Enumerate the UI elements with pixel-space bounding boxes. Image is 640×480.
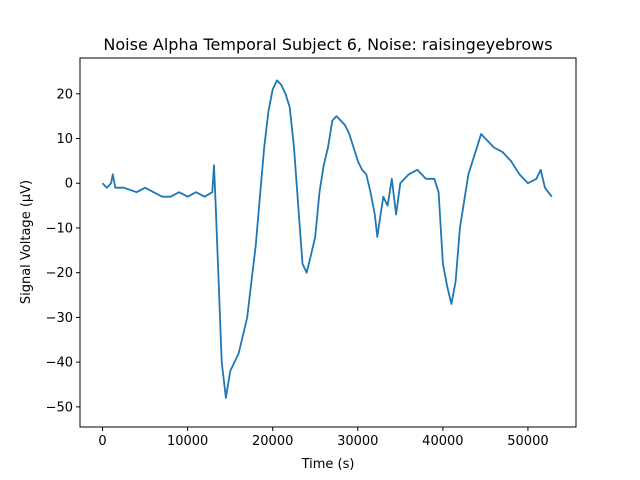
y-axis: −50 −40 −30 −20 −10 0 10 20 bbox=[46, 87, 80, 415]
x-axis-label: Time (s) bbox=[301, 457, 355, 472]
x-tick-label: 50000 bbox=[507, 434, 548, 449]
y-tick-label: −40 bbox=[46, 356, 73, 371]
series-line-0 bbox=[101, 79, 553, 399]
x-tick-label: 20000 bbox=[252, 434, 293, 449]
y-tick-label: −30 bbox=[46, 311, 73, 326]
x-tick-label: 0 bbox=[98, 434, 106, 449]
series-layer bbox=[101, 79, 553, 399]
y-tick-label: 10 bbox=[56, 132, 73, 147]
x-tick-label: 10000 bbox=[167, 434, 208, 449]
y-tick-label: 20 bbox=[56, 87, 73, 102]
chart-title: Noise Alpha Temporal Subject 6, Noise: r… bbox=[103, 35, 552, 54]
y-tick-label: −10 bbox=[46, 221, 73, 236]
y-tick-label: −20 bbox=[46, 266, 73, 281]
y-tick-label: −50 bbox=[46, 400, 73, 415]
y-axis-label: Signal Voltage (μV) bbox=[19, 180, 34, 304]
x-tick-label: 30000 bbox=[337, 434, 378, 449]
plot-frame bbox=[79, 57, 577, 428]
plot-area bbox=[101, 79, 553, 399]
x-tick-label: 40000 bbox=[422, 434, 463, 449]
y-tick-label: 0 bbox=[65, 177, 73, 192]
x-axis: 0 10000 20000 30000 40000 50000 bbox=[98, 427, 549, 449]
